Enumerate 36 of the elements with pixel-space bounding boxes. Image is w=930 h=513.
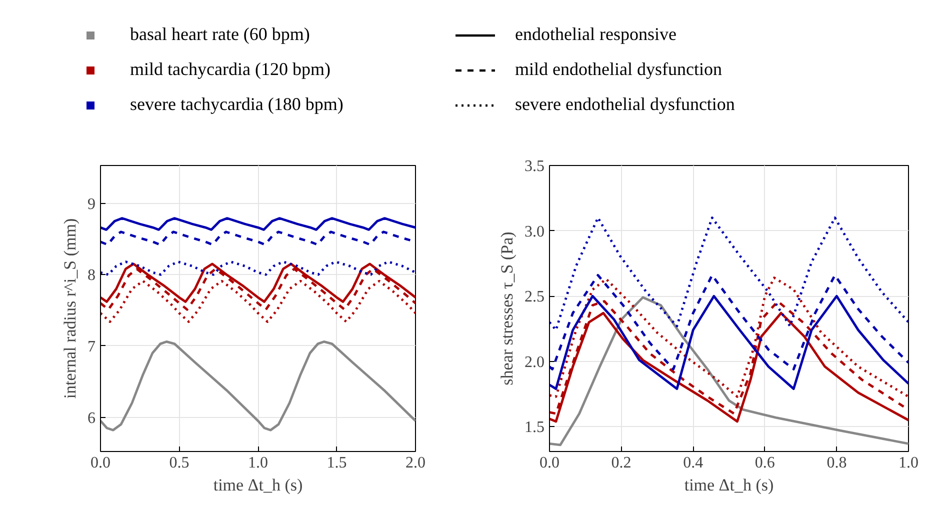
y-axis-title: internal radius r^i_S (mm) <box>60 218 80 399</box>
x-tick-label: 0.2 <box>611 454 632 472</box>
x-tick-label: 0.6 <box>754 454 775 472</box>
y-tick-label: 7 <box>88 338 96 356</box>
y-axis-title: shear stresses τ_S (Pa) <box>498 232 516 386</box>
line-series <box>100 340 416 432</box>
legend-label: severe tachycardia (180 bpm) <box>130 94 344 115</box>
y-tick-label: 2.0 <box>524 354 544 371</box>
line-series <box>100 217 416 231</box>
x-axis-title: time Δt_h (s) <box>684 476 774 494</box>
text: severe endothelial dysfunction <box>515 94 735 115</box>
y-tick-label: 2.5 <box>524 288 544 306</box>
y-tick-label: 9 <box>88 196 96 213</box>
x-tick-label: 0.5 <box>169 454 190 472</box>
line-series <box>550 216 908 332</box>
line-series <box>550 296 908 446</box>
y-tick-label: 3.0 <box>524 223 544 240</box>
x-tick-label: 0.4 <box>683 454 704 472</box>
y-tick-label: 1.5 <box>524 419 544 436</box>
line-series <box>100 280 416 323</box>
line-series <box>100 260 416 276</box>
legend-label: basal heart rate (60 bpm) <box>130 24 310 45</box>
x-tick-label: 1.0 <box>898 454 918 472</box>
x-tick-label: 1.0 <box>248 454 268 472</box>
y-tick-label: 8 <box>88 267 96 284</box>
y-tick-label: 6 <box>88 410 96 427</box>
legend-label: mild tachycardia (120 bpm) <box>130 59 330 80</box>
text: endothelial responsive <box>515 24 676 45</box>
y-tick-label: 3.5 <box>524 158 544 175</box>
x-tick-label: 0.0 <box>90 454 110 472</box>
x-axis-title: time Δt_h (s) <box>213 476 303 494</box>
x-tick-label: 2.0 <box>406 454 426 472</box>
x-tick-label: 0.0 <box>540 454 560 472</box>
text: mild endothelial dysfunction <box>515 59 722 80</box>
x-tick-label: 0.8 <box>826 454 847 472</box>
x-tick-label: 1.5 <box>326 454 347 472</box>
